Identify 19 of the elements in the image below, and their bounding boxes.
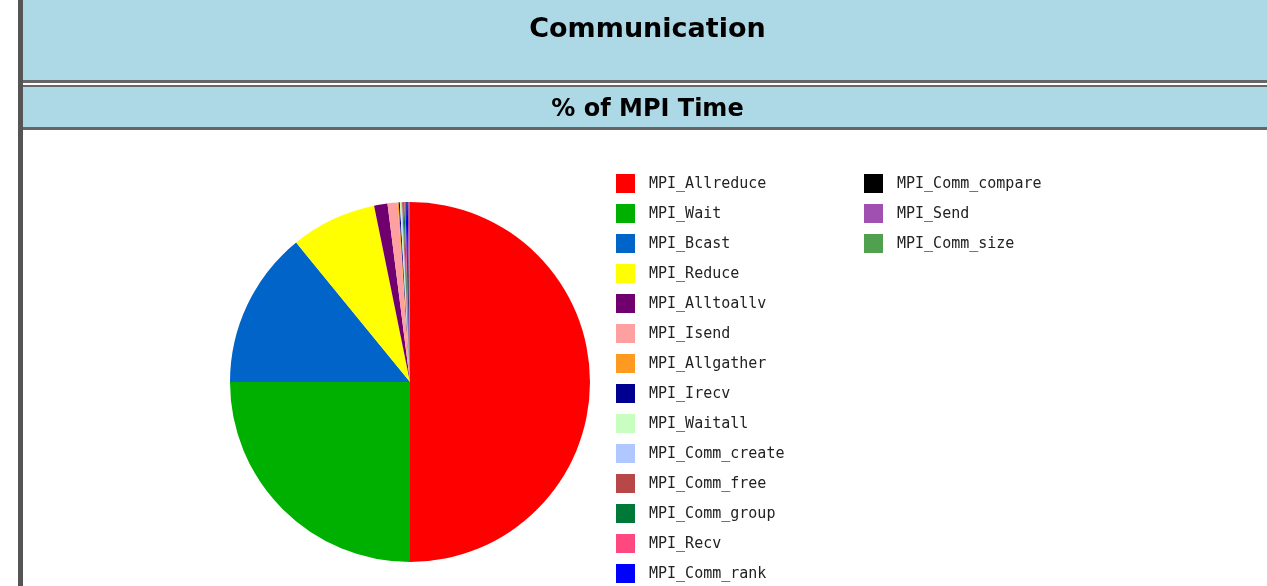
legend-label: MPI_Comm_group xyxy=(649,504,776,522)
legend-label: MPI_Reduce xyxy=(649,264,740,282)
legend-label: MPI_Bcast xyxy=(649,234,731,252)
chart-subtitle: % of MPI Time xyxy=(23,85,1267,130)
chart-title: Communication xyxy=(23,0,1267,83)
legend-label: MPI_Comm_size xyxy=(897,234,1015,252)
legend-label: MPI_Alltoallv xyxy=(649,294,767,312)
legend-label: MPI_Irecv xyxy=(649,384,731,402)
legend-label: MPI_Waitall xyxy=(649,414,749,432)
legend-label: MPI_Comm_create xyxy=(649,444,785,462)
legend-label: MPI_Allgather xyxy=(649,354,767,372)
legend-label: MPI_Comm_rank xyxy=(649,564,767,582)
legend-label: MPI_Comm_free xyxy=(649,474,767,492)
legend-label: MPI_Isend xyxy=(649,324,731,342)
legend-label: MPI_Wait xyxy=(649,204,722,222)
legend-label: MPI_Allreduce xyxy=(649,174,767,192)
legend-label: MPI_Recv xyxy=(649,534,722,552)
legend-label: MPI_Comm_compare xyxy=(897,174,1042,192)
legend-label: MPI_Send xyxy=(897,204,970,222)
